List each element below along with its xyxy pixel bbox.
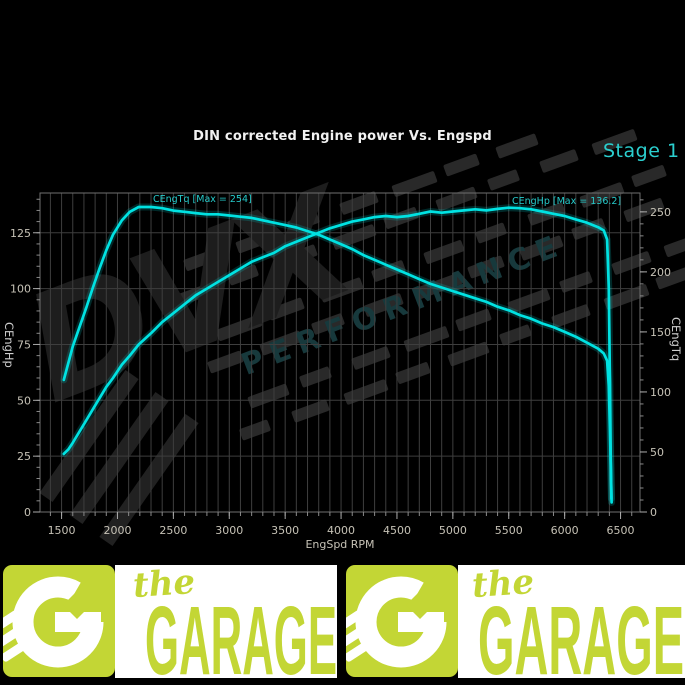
x-tick-label: 4000	[327, 524, 355, 537]
y-right-tick-label: 100	[650, 386, 671, 399]
x-tick-label: 2500	[159, 524, 187, 537]
curve-glow-CEngHp	[60, 204, 615, 503]
svg-text:GARAGE: GARAGE	[478, 586, 684, 685]
y-right-tick-label: 250	[650, 206, 671, 219]
power-curve-label: CEngHp [Max = 136.2]	[512, 196, 622, 207]
y-left-tick-label: 50	[17, 394, 31, 407]
svg-text:GARAGE: GARAGE	[145, 586, 337, 685]
banner-panel-right	[458, 565, 685, 678]
chart-title: DIN corrected Engine power Vs. Engspd	[193, 129, 492, 144]
y-right-tick-label: 50	[650, 446, 664, 459]
x-tick-label: 3000	[215, 524, 243, 537]
y-left-tick-label: 125	[10, 227, 31, 240]
x-tick-label: 1500	[48, 524, 76, 537]
torque-curve-label: CEngTq [Max = 254]	[153, 194, 252, 205]
y-left-tick-label: 100	[10, 283, 31, 296]
plot-border	[39, 192, 641, 513]
curve-glow-CEngTq	[60, 203, 616, 506]
x-tick-label: 3500	[271, 524, 299, 537]
x-tick-label: 5500	[495, 524, 523, 537]
banner-panel-left	[115, 565, 337, 678]
x-tick-label: 2000	[103, 524, 131, 537]
banner-bottom-edge	[0, 681, 685, 685]
y-right-tick-label: 200	[650, 266, 671, 279]
stage-badge: Stage 1	[603, 140, 680, 162]
y-left-tick-label: 25	[17, 450, 31, 463]
curve-CEngHp	[62, 206, 613, 500]
dyno-plot-area: 1500 2000 2500 3000 3500 4000 4500 5000 5500 6000…	[10, 192, 671, 537]
left-axis-title: CEngHp	[2, 322, 16, 368]
x-tick-label: 6500	[607, 524, 635, 537]
y-right-tick-label: 0	[650, 506, 657, 519]
curve-CEngTq	[62, 205, 613, 504]
x-tick-label: 6000	[551, 524, 579, 537]
right-axis-title: CEngTq	[669, 317, 683, 362]
x-axis-title: EngSpd RPM	[305, 538, 375, 551]
y-right-tick-label: 150	[650, 326, 671, 339]
banner-garage-wordmark: GARAGE	[145, 586, 337, 685]
chart-canvas: 1500 2000 2500 3000 3500 4000 4500 5000 5500 6000…	[10, 192, 671, 537]
y-left-tick-label: 0	[24, 506, 31, 519]
garage-g-wrench-logo	[3, 565, 115, 677]
garage-g-wrench-logo	[346, 565, 458, 677]
y-left-tick-label: 75	[17, 338, 31, 351]
x-tick-label: 5000	[439, 524, 467, 537]
banner-garage-wordmark: GARAGE	[478, 586, 684, 685]
x-tick-label: 4500	[383, 524, 411, 537]
